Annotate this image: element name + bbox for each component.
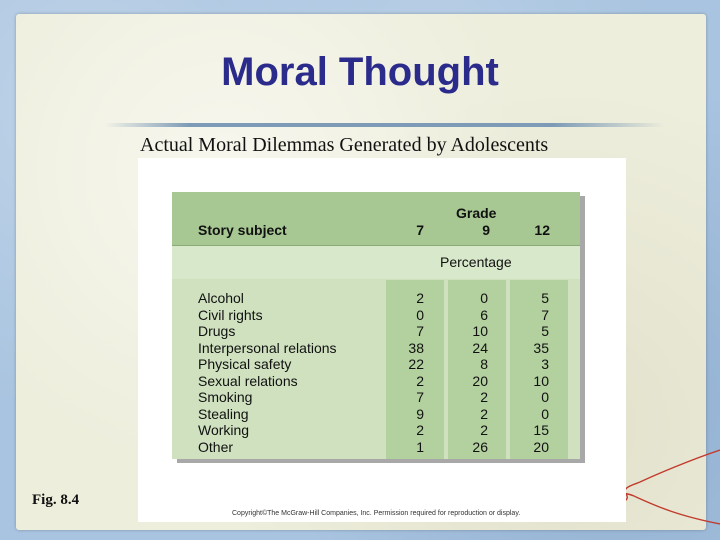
story-subject-header: Story subject bbox=[198, 222, 287, 238]
row-label: Physical safety bbox=[198, 356, 292, 372]
table-cell: 0 bbox=[480, 290, 488, 306]
grade-7-header: 7 bbox=[416, 222, 424, 238]
grade-12-header: 12 bbox=[534, 222, 550, 238]
figure-label: Fig. 8.4 bbox=[32, 492, 80, 508]
table-cell: 38 bbox=[408, 339, 424, 356]
table-cell: 2 bbox=[480, 405, 488, 422]
grade-7-column bbox=[386, 280, 444, 459]
grade-9-column bbox=[448, 280, 506, 459]
title-underline bbox=[105, 123, 665, 127]
table-figure: Grade Story subject 7 9 12 Percentage Al… bbox=[138, 158, 626, 522]
table-cell: 0 bbox=[541, 405, 549, 422]
story-subject-list: Alcohol Civil rights Drugs Interpersonal… bbox=[198, 290, 337, 455]
table-cell: 2 bbox=[480, 422, 488, 438]
row-label: Civil rights bbox=[198, 306, 263, 323]
grade-9-values: 0 6 10 24 8 20 2 2 2 26 bbox=[458, 290, 488, 455]
table-cell: 7 bbox=[416, 323, 424, 339]
grade-9-header: 9 bbox=[482, 222, 490, 238]
slide-title: Moral Thought bbox=[221, 50, 499, 94]
table-cell: 2 bbox=[416, 422, 424, 438]
table-cell: 1 bbox=[416, 438, 424, 455]
table-cell: 2 bbox=[416, 372, 424, 389]
table-cell: 6 bbox=[480, 306, 488, 323]
table-cell: 5 bbox=[541, 323, 549, 339]
table-cell: 5 bbox=[541, 290, 549, 306]
copyright-notice: Copyright©The McGraw-Hill Companies, Inc… bbox=[232, 510, 521, 517]
row-label: Sexual relations bbox=[198, 372, 298, 389]
row-label: Stealing bbox=[198, 405, 249, 422]
percentage-label: Percentage bbox=[440, 254, 512, 270]
table-cell: 15 bbox=[533, 422, 549, 438]
table-cell: 7 bbox=[541, 306, 549, 323]
row-label: Interpersonal relations bbox=[198, 339, 337, 356]
table-cell: 20 bbox=[533, 438, 549, 455]
table-cell: 0 bbox=[416, 306, 424, 323]
table-cell: 2 bbox=[416, 290, 424, 306]
row-label: Drugs bbox=[198, 323, 236, 339]
row-label: Other bbox=[198, 438, 234, 455]
table-cell: 24 bbox=[472, 339, 488, 356]
grade-12-column bbox=[510, 280, 568, 459]
grade-7-values: 2 0 7 38 22 2 7 9 2 1 bbox=[394, 290, 424, 455]
table-cell: 26 bbox=[472, 438, 488, 455]
percentage-band bbox=[172, 245, 580, 279]
table-header-band bbox=[172, 192, 580, 245]
table-cell: 0 bbox=[541, 389, 549, 405]
grade-12-values: 5 7 5 35 3 10 0 0 15 20 bbox=[519, 290, 549, 455]
table-cell: 2 bbox=[480, 389, 488, 405]
table-cell: 7 bbox=[416, 389, 424, 405]
table-cell: 10 bbox=[472, 323, 488, 339]
dilemma-table: Grade Story subject 7 9 12 Percentage Al… bbox=[172, 192, 580, 459]
header-divider bbox=[172, 245, 580, 246]
table-cell: 22 bbox=[408, 356, 424, 372]
row-label: Smoking bbox=[198, 389, 253, 405]
table-cell: 10 bbox=[533, 372, 549, 389]
table-cell: 3 bbox=[541, 356, 549, 372]
row-label: Working bbox=[198, 422, 250, 438]
table-cell: 35 bbox=[533, 339, 549, 356]
grade-header: Grade bbox=[456, 205, 497, 221]
table-cell: 9 bbox=[416, 405, 424, 422]
table-cell: 8 bbox=[480, 356, 488, 372]
table-cell: 20 bbox=[472, 372, 488, 389]
row-label: Alcohol bbox=[198, 290, 244, 306]
slide-subtitle: Actual Moral Dilemmas Generated by Adole… bbox=[140, 134, 549, 156]
